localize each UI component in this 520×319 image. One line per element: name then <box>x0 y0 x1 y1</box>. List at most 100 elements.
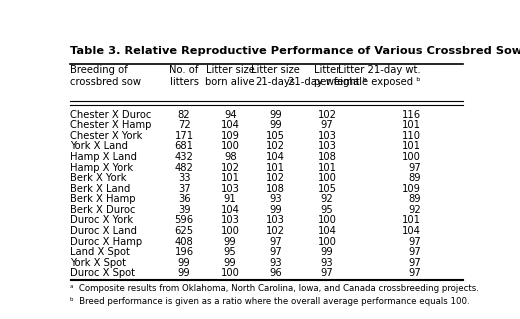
Text: 102: 102 <box>220 163 240 173</box>
Text: No. of
litters: No. of litters <box>170 65 199 87</box>
Text: 97: 97 <box>269 236 282 247</box>
Text: Litter size
21-days: Litter size 21-days <box>251 65 300 87</box>
Text: 104: 104 <box>318 226 336 236</box>
Text: Berk X Hamp: Berk X Hamp <box>70 194 135 204</box>
Text: 101: 101 <box>220 173 240 183</box>
Text: 104: 104 <box>221 205 240 215</box>
Text: 102: 102 <box>266 226 285 236</box>
Text: Litter size
born alive: Litter size born alive <box>205 65 255 87</box>
Text: 99: 99 <box>178 258 190 268</box>
Text: Berk X Duroc: Berk X Duroc <box>70 205 135 215</box>
Text: 408: 408 <box>175 236 193 247</box>
Text: 99: 99 <box>224 258 237 268</box>
Text: 89: 89 <box>408 194 421 204</box>
Text: 432: 432 <box>175 152 193 162</box>
Text: 101: 101 <box>318 163 336 173</box>
Text: Hamp X Land: Hamp X Land <box>70 152 137 162</box>
Text: 596: 596 <box>175 215 193 226</box>
Text: 93: 93 <box>321 258 333 268</box>
Text: 96: 96 <box>269 268 282 278</box>
Text: 97: 97 <box>408 258 421 268</box>
Text: 103: 103 <box>318 141 336 152</box>
Text: Land X Spot: Land X Spot <box>70 247 129 257</box>
Text: 625: 625 <box>175 226 193 236</box>
Text: 101: 101 <box>266 163 285 173</box>
Text: 99: 99 <box>178 268 190 278</box>
Text: 97: 97 <box>408 247 421 257</box>
Text: 103: 103 <box>266 215 285 226</box>
Text: Duroc X York: Duroc X York <box>70 215 133 226</box>
Text: 108: 108 <box>266 184 285 194</box>
Text: 99: 99 <box>321 247 333 257</box>
Text: Hamp X York: Hamp X York <box>70 163 133 173</box>
Text: 99: 99 <box>224 236 237 247</box>
Text: 82: 82 <box>178 110 190 120</box>
Text: 100: 100 <box>402 152 421 162</box>
Text: 110: 110 <box>402 131 421 141</box>
Text: 99: 99 <box>269 110 282 120</box>
Text: 196: 196 <box>175 247 193 257</box>
Text: 97: 97 <box>269 247 282 257</box>
Text: 100: 100 <box>221 268 240 278</box>
Text: 102: 102 <box>266 141 285 152</box>
Text: 100: 100 <box>221 141 240 152</box>
Text: Breeding of
crossbred sow: Breeding of crossbred sow <box>70 65 141 87</box>
Text: 116: 116 <box>402 110 421 120</box>
Text: 94: 94 <box>224 110 237 120</box>
Text: 97: 97 <box>321 268 333 278</box>
Text: 100: 100 <box>221 226 240 236</box>
Text: York X Land: York X Land <box>70 141 128 152</box>
Text: 95: 95 <box>224 247 237 257</box>
Text: 102: 102 <box>266 173 285 183</box>
Text: 100: 100 <box>318 215 336 226</box>
Text: Table 3. Relative Reproductive Performance of Various Crossbred Sowsᵃ.: Table 3. Relative Reproductive Performan… <box>70 46 520 56</box>
Text: 72: 72 <box>178 120 190 130</box>
Text: 97: 97 <box>321 120 333 130</box>
Text: 109: 109 <box>220 131 240 141</box>
Text: 108: 108 <box>318 152 336 162</box>
Text: 104: 104 <box>221 120 240 130</box>
Text: Chester X Hamp: Chester X Hamp <box>70 120 151 130</box>
Text: 102: 102 <box>318 110 336 120</box>
Text: 89: 89 <box>408 173 421 183</box>
Text: Berk X Land: Berk X Land <box>70 184 130 194</box>
Text: Duroc X Land: Duroc X Land <box>70 226 137 236</box>
Text: Duroc X Spot: Duroc X Spot <box>70 268 135 278</box>
Text: 105: 105 <box>266 131 285 141</box>
Text: 95: 95 <box>321 205 333 215</box>
Text: 104: 104 <box>402 226 421 236</box>
Text: 105: 105 <box>318 184 336 194</box>
Text: 100: 100 <box>318 236 336 247</box>
Text: 99: 99 <box>269 205 282 215</box>
Text: 103: 103 <box>221 215 240 226</box>
Text: 109: 109 <box>402 184 421 194</box>
Text: 36: 36 <box>178 194 190 204</box>
Text: Litter 21-day wt.
per female exposed ᵇ: Litter 21-day wt. per female exposed ᵇ <box>314 65 421 87</box>
Text: 104: 104 <box>266 152 285 162</box>
Text: 101: 101 <box>402 215 421 226</box>
Text: 39: 39 <box>178 205 190 215</box>
Text: 100: 100 <box>318 173 336 183</box>
Text: Berk X York: Berk X York <box>70 173 126 183</box>
Text: 93: 93 <box>269 194 282 204</box>
Text: 37: 37 <box>178 184 190 194</box>
Text: 171: 171 <box>175 131 193 141</box>
Text: 92: 92 <box>321 194 333 204</box>
Text: 98: 98 <box>224 152 237 162</box>
Text: 99: 99 <box>269 120 282 130</box>
Text: 103: 103 <box>221 184 240 194</box>
Text: 103: 103 <box>318 131 336 141</box>
Text: 92: 92 <box>408 205 421 215</box>
Text: Chester X Duroc: Chester X Duroc <box>70 110 151 120</box>
Text: 101: 101 <box>402 141 421 152</box>
Text: York X Spot: York X Spot <box>70 258 126 268</box>
Text: ᵃ  Composite results from Oklahoma, North Carolina, Iowa, and Canada crossbreedi: ᵃ Composite results from Oklahoma, North… <box>70 285 479 293</box>
Text: 482: 482 <box>175 163 193 173</box>
Text: 33: 33 <box>178 173 190 183</box>
Text: 97: 97 <box>408 163 421 173</box>
Text: 97: 97 <box>408 236 421 247</box>
Text: Litter
21-day weight ᵇ: Litter 21-day weight ᵇ <box>288 65 367 87</box>
Text: 97: 97 <box>408 268 421 278</box>
Text: 101: 101 <box>402 120 421 130</box>
Text: 91: 91 <box>224 194 237 204</box>
